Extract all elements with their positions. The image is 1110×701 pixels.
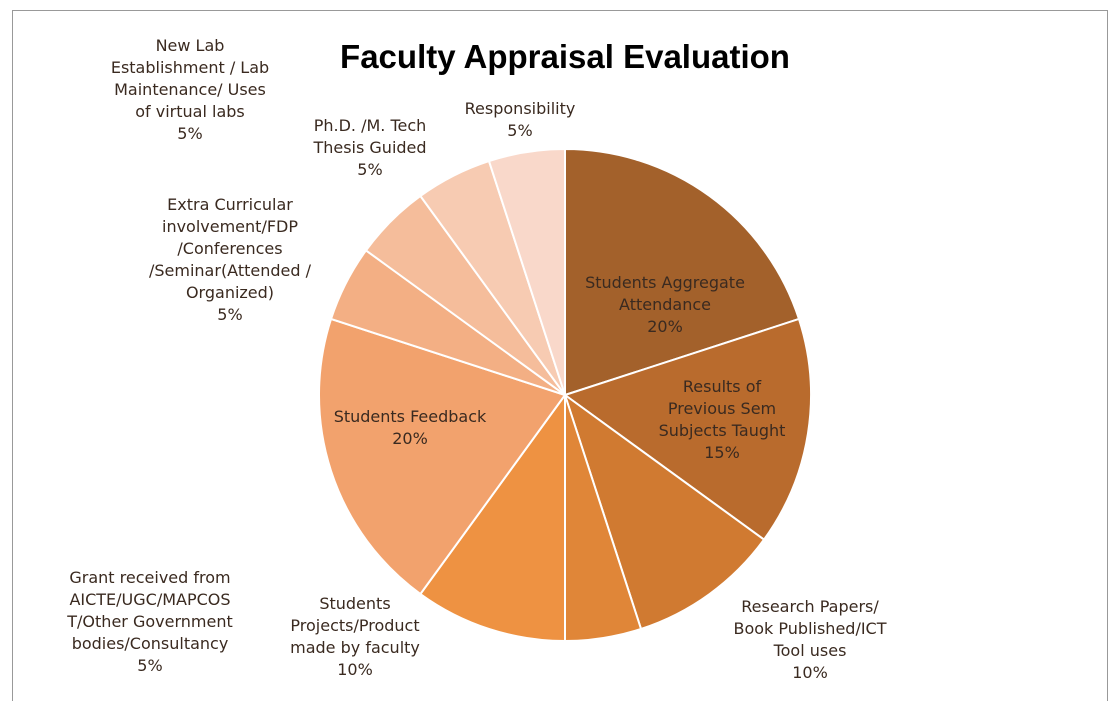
slice-value: 20% bbox=[647, 317, 683, 336]
slice-value: 5% bbox=[177, 124, 203, 143]
slice-label: New Lab Establishment / Lab Maintenance/… bbox=[111, 35, 269, 145]
slice-value: 5% bbox=[507, 121, 533, 140]
pie-slice bbox=[487, 147, 566, 396]
slice-value: 15% bbox=[704, 443, 740, 462]
pie-slice bbox=[419, 391, 566, 643]
slice-name: Ph.D. /M. Tech Thesis Guided bbox=[313, 116, 427, 157]
pie-slice bbox=[563, 392, 766, 631]
slice-label: Students Aggregate Attendance 20% bbox=[585, 272, 745, 338]
chart-frame bbox=[12, 10, 1108, 701]
slice-label: Ph.D. /M. Tech Thesis Guided 5% bbox=[313, 115, 426, 181]
slice-name: New Lab Establishment / Lab Maintenance/… bbox=[110, 36, 270, 121]
slice-name: Students Projects/Product made by facult… bbox=[290, 594, 420, 657]
slice-name: Grant received from AICTE/UGC/MAPCOS T/O… bbox=[67, 568, 233, 653]
slice-value: 5% bbox=[137, 656, 163, 675]
slice-label: Results of Previous Sem Subjects Taught 1… bbox=[659, 376, 786, 464]
slice-label: Extra Curricular involvement/FDP /Confer… bbox=[149, 194, 311, 326]
slice-name: Students Feedback bbox=[333, 407, 487, 426]
slice-label: Research Papers/ Book Published/ICT Tool… bbox=[734, 596, 887, 684]
slice-value: 5% bbox=[217, 305, 243, 324]
slice-value: 10% bbox=[792, 663, 828, 682]
slice-name: Extra Curricular involvement/FDP /Confer… bbox=[148, 195, 312, 302]
pie-slice bbox=[318, 317, 567, 596]
slice-value: 5% bbox=[357, 160, 383, 179]
slice-name: Responsibility bbox=[464, 99, 576, 118]
slice-value: 10% bbox=[337, 660, 373, 679]
pie-slice bbox=[564, 147, 801, 397]
slice-name: Results of Previous Sem Subjects Taught bbox=[658, 377, 786, 440]
slice-label: Responsibility 5% bbox=[465, 98, 576, 142]
slice-label: Students Projects/Product made by facult… bbox=[290, 593, 420, 681]
slice-name: Students Aggregate Attendance bbox=[585, 273, 745, 314]
slice-label: Students Feedback 20% bbox=[334, 406, 487, 450]
pie-slice bbox=[562, 317, 812, 541]
slice-label: Grant received from AICTE/UGC/MAPCOS T/O… bbox=[67, 567, 232, 677]
slice-name: Research Papers/ Book Published/ICT Tool… bbox=[733, 597, 887, 660]
slice-value: 20% bbox=[392, 429, 428, 448]
chart-title: Faculty Appraisal Evaluation bbox=[340, 38, 790, 75]
